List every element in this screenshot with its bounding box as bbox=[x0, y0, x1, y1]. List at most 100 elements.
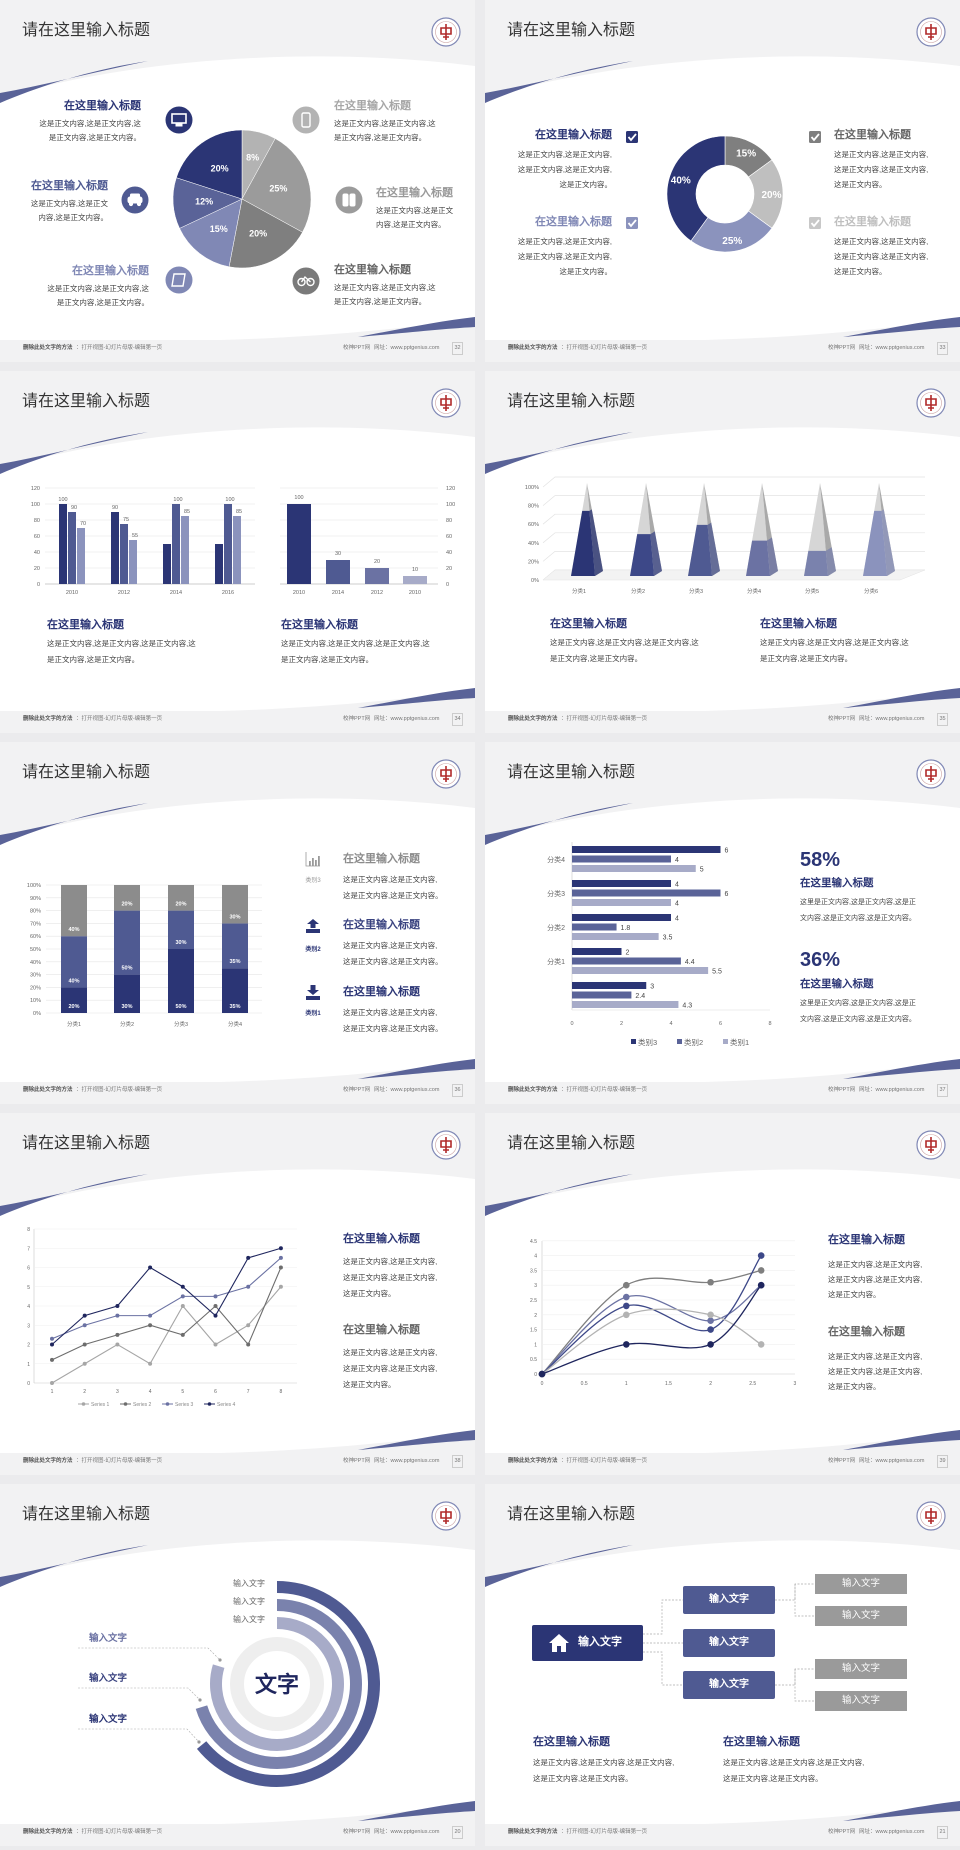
data-point bbox=[115, 1313, 120, 1318]
block-text: 这是正文内容,这是正文内容, bbox=[828, 1352, 923, 1361]
bar-segment bbox=[61, 987, 87, 1013]
x-tick-label: 1 bbox=[625, 1381, 628, 1387]
slice-label: 25% bbox=[269, 183, 287, 193]
horizontal-bar-chart: 0 2 4 6 8 分类4 6 4 5 分类3 4 6 4 分类2 4 1.8 3.5 分类1 2 4.4 5.5 3 2.… bbox=[547, 842, 772, 1047]
data-point bbox=[707, 1341, 714, 1348]
legend-label: Series 3 bbox=[175, 1402, 194, 1408]
segment-label: 30% bbox=[229, 914, 240, 920]
bar bbox=[572, 933, 659, 940]
footer-note-bold: 删除此处文字的方法 bbox=[23, 1458, 73, 1464]
bar bbox=[77, 528, 85, 584]
bar-value-label: 6 bbox=[725, 891, 729, 898]
x-tick-label: 1 bbox=[51, 1389, 54, 1395]
x-tick-label: 分类2 bbox=[120, 1020, 134, 1028]
mid-node[interactable]: 输入文字 bbox=[683, 1586, 775, 1614]
slide-content: 0 0.5 1 1.5 2 2.5 3 3.5 4 4.5 0 0.5 1 1.5 2 2.5 3 在这里输入标题… bbox=[485, 1113, 960, 1475]
y-tick-label: 2 bbox=[534, 1313, 537, 1319]
content-area bbox=[0, 1169, 475, 1453]
block-title: 在这里输入标题 bbox=[343, 853, 420, 865]
block-text: 这是正文内容,这是正文内容, bbox=[343, 941, 438, 950]
bar bbox=[181, 516, 189, 584]
glyph bbox=[130, 193, 140, 199]
block-text: 这是正文内容,这是正文内容,这 bbox=[47, 284, 149, 293]
footer-note: ：打开视图-幻灯片母版-编辑第一页 bbox=[561, 1458, 648, 1464]
x-tick-label: 8 bbox=[280, 1389, 283, 1395]
bar-chart-icon bbox=[305, 852, 320, 867]
slide-title: 请在这里输入标题 bbox=[22, 764, 151, 781]
slide: 请在这里输入标题 删除此处文字的方法 ：打开视图-幻灯片母版-编辑第一页 校神PPT网… bbox=[0, 1484, 475, 1846]
leaf-node[interactable]: 输入文字 bbox=[815, 1691, 907, 1711]
footer-note-bold: 删除此处文字的方法 bbox=[508, 716, 558, 722]
bar-value-label: 70 bbox=[80, 521, 86, 527]
x-tick-label: 3 bbox=[794, 1381, 797, 1387]
leader-dot bbox=[218, 1658, 222, 1662]
checkbox-box bbox=[809, 217, 821, 229]
slice-label: 20% bbox=[761, 190, 781, 201]
logo-inner-ring bbox=[920, 21, 942, 43]
bar-segment bbox=[222, 968, 248, 1013]
mid-node[interactable]: 输入文字 bbox=[683, 1671, 775, 1699]
line-chart: 0 1 2 3 4 5 6 7 8 1 2 3 4 5 6 7 8 Series 1 Series 2 Series … bbox=[27, 1227, 297, 1408]
school-logo bbox=[431, 759, 461, 789]
block-title: 在这里输入标题 bbox=[343, 986, 420, 998]
checkbox-box bbox=[626, 131, 638, 143]
slide-background bbox=[485, 1130, 960, 1453]
icon-circle bbox=[335, 186, 363, 214]
bar bbox=[68, 512, 76, 584]
bicycle-icon bbox=[297, 275, 315, 287]
glyph bbox=[300, 275, 311, 283]
slide-title: 请在这里输入标题 bbox=[507, 22, 636, 39]
mid-node[interactable]: 输入文字 bbox=[683, 1629, 775, 1657]
data-point bbox=[180, 1304, 185, 1308]
y-tick-label: 8 bbox=[27, 1227, 30, 1233]
footer-site: 校神PPT网 bbox=[343, 1829, 371, 1835]
bar-value-label: 5 bbox=[700, 867, 704, 874]
data-point bbox=[148, 1265, 153, 1270]
block-text: 这是正文内容,这是正文内容。 bbox=[533, 1774, 633, 1783]
glyph bbox=[307, 919, 319, 928]
y-tick-label: 30% bbox=[30, 973, 41, 979]
root-node[interactable]: 输入文字 bbox=[532, 1625, 643, 1661]
logo-inner-ring bbox=[920, 1134, 942, 1156]
pyramid-value-side bbox=[881, 509, 895, 576]
leaf-node[interactable]: 输入文字 bbox=[815, 1659, 907, 1679]
logo-inner-ring bbox=[435, 21, 457, 43]
book-icon bbox=[171, 273, 186, 287]
bar-segment bbox=[114, 974, 140, 1013]
leaf-node[interactable]: 输入文字 bbox=[815, 1606, 907, 1626]
x-tick-label: 2016 bbox=[222, 590, 234, 596]
leaf-node[interactable]: 输入文字 bbox=[815, 1574, 907, 1594]
y-tick-label: 4 bbox=[534, 1254, 537, 1260]
y-tick-label: 6 bbox=[27, 1266, 30, 1272]
block-text: 这是正文内容,这是正文内容, bbox=[834, 165, 929, 174]
series-line bbox=[51, 1286, 282, 1384]
block-text: 这是正文内容,这是正文内容。 bbox=[723, 1774, 823, 1783]
footer-note: ：打开视图-幻灯片母版-编辑第一页 bbox=[561, 1829, 648, 1835]
bar-value-label: 100 bbox=[294, 495, 303, 501]
donut-chart: 15% 20% 25% 40% bbox=[626, 131, 821, 253]
block-text: 这是正文内容,这是正文内容, bbox=[834, 237, 929, 246]
tree-diagram bbox=[643, 1583, 815, 1702]
series-curve bbox=[541, 1255, 762, 1375]
logo-emblem bbox=[925, 766, 937, 782]
page-number: 35 bbox=[937, 713, 948, 726]
school-logo bbox=[916, 759, 946, 789]
slide: 请在这里输入标题 删除此处文字的方法 ：打开视图-幻灯片母版-编辑第一页 校神PPT网… bbox=[0, 742, 475, 1104]
data-point bbox=[213, 1313, 218, 1318]
x-tick-label: 分类4 bbox=[747, 587, 761, 595]
x-tick-label: 8 bbox=[768, 1021, 771, 1027]
legend-marker bbox=[81, 1402, 86, 1406]
footer-url: 网址：www.pptgenius.com bbox=[374, 1458, 440, 1464]
slide-content: 0 1 2 3 4 5 6 7 8 1 2 3 4 5 6 7 8 Series 1 Series 2 Series … bbox=[0, 1113, 475, 1475]
pyramid-value-side bbox=[650, 531, 662, 576]
segment-label: 20% bbox=[121, 902, 132, 908]
footer: 删除此处文字的方法 ：打开视图-幻灯片母版-编辑第一页 校神PPT网 网址：www.p… bbox=[0, 1826, 475, 1840]
bar-value-label: 90 bbox=[112, 505, 118, 511]
slide-title: 请在这里输入标题 bbox=[507, 764, 636, 781]
bar bbox=[572, 899, 671, 906]
data-point bbox=[50, 1381, 54, 1385]
data-point bbox=[623, 1302, 630, 1310]
glyph bbox=[315, 860, 317, 866]
legend-marker bbox=[123, 1402, 128, 1406]
